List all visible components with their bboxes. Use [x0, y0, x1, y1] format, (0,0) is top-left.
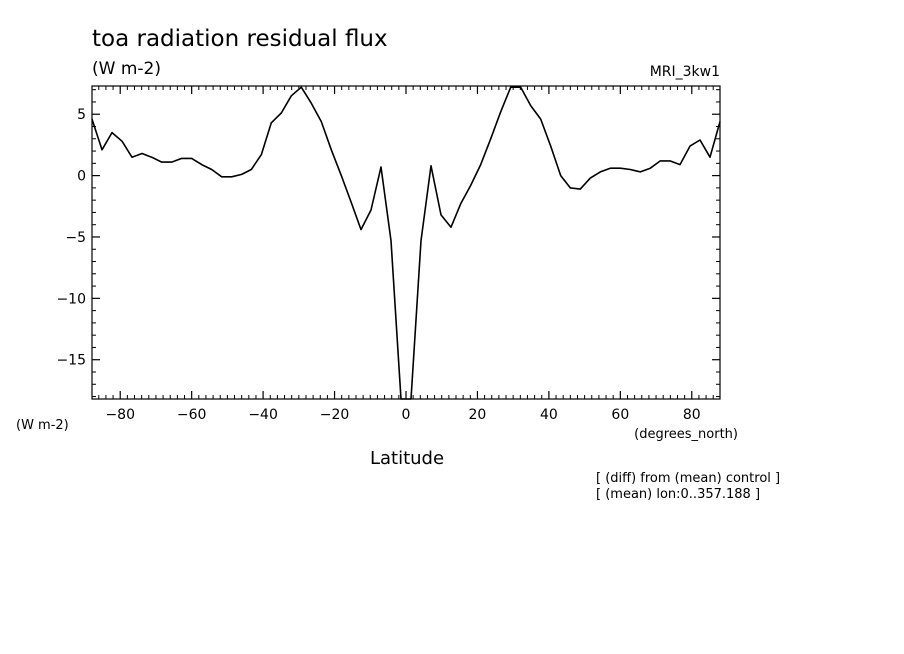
x-tick-label: −60 — [177, 407, 207, 423]
x-axis-label: Latitude — [370, 448, 444, 469]
chart-subtitle: (W m-2) — [92, 59, 161, 79]
note-mean: [ (mean) lon:0..357.188 ] — [596, 487, 760, 502]
plot-frame — [91, 85, 721, 400]
x-tick-label: −40 — [248, 407, 278, 423]
x-axis-units: (degrees_north) — [634, 427, 738, 442]
minor-ticks — [92, 86, 720, 399]
x-axis: −80 −60 −40 −20 0 20 40 60 80 — [105, 86, 701, 423]
chart-title: toa radiation residual flux — [92, 26, 388, 52]
y-tick-label: −15 — [56, 353, 86, 369]
x-tick-label: 40 — [540, 407, 558, 423]
y-tick-label: 5 — [77, 107, 86, 123]
x-tick-label: 20 — [469, 407, 487, 423]
x-tick-label: 60 — [611, 407, 629, 423]
x-tick-label: 0 — [402, 407, 411, 423]
series-line — [91, 86, 721, 400]
y-tick-label: −5 — [65, 230, 86, 246]
note-diff: [ (diff) from (mean) control ] — [596, 471, 780, 486]
y-tick-label: −10 — [56, 291, 86, 307]
y-tick-label: 0 — [77, 169, 86, 185]
model-label: MRI_3kw1 — [650, 64, 720, 80]
x-tick-label: −20 — [320, 407, 350, 423]
y-axis: 5 0 −5 −10 −15 — [56, 107, 720, 369]
x-tick-label: −80 — [105, 407, 135, 423]
y-axis-label: (W m-2) — [16, 418, 69, 433]
x-tick-label: 80 — [683, 407, 701, 423]
